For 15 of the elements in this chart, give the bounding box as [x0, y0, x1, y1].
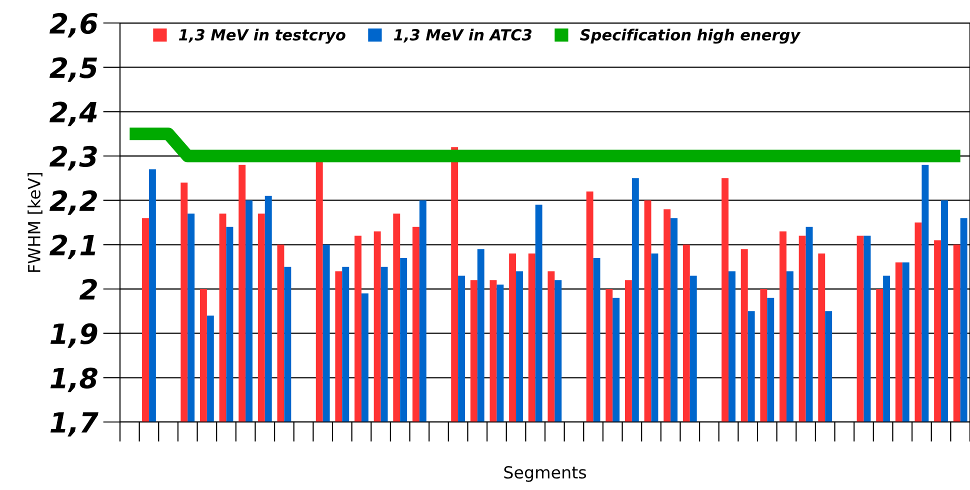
legend-label: 1,3 MeV in testcryo: [178, 28, 346, 44]
y-tick-label: 2,3: [49, 146, 97, 170]
y-axis-title: FWHM [keV]: [28, 172, 42, 272]
y-tick-label: 2: [79, 278, 97, 300]
y-tick-label: 2,6: [49, 12, 98, 38]
y-tick-label: 1,7: [50, 412, 98, 436]
y-tick-label: 1,9: [50, 323, 98, 348]
x-axis-title: Segments: [504, 466, 586, 482]
y-tick-label: 2,4: [49, 102, 97, 126]
y-tick-label: 1,8: [50, 368, 98, 392]
legend-label: 1,3 MeV in ATC3: [394, 28, 532, 43]
legend-label: Specification high energy: [580, 28, 801, 44]
y-tick-label: 2,2: [49, 190, 97, 215]
y-tick-label: 2,5: [49, 57, 98, 82]
y-tick-label: 2,1: [49, 234, 96, 260]
